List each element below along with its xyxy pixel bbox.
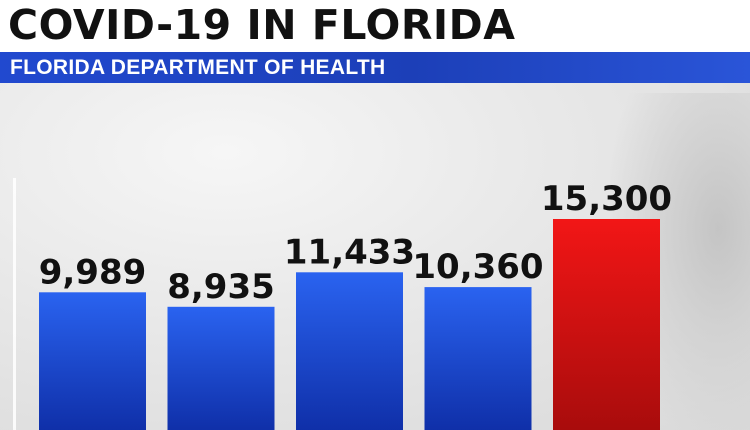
bar-value-label-5: 15,300: [541, 179, 672, 219]
bars-group: [39, 219, 660, 430]
chart-title: COVID-19 IN FLORIDA: [8, 1, 516, 49]
bar-value-label-4: 10,360: [412, 247, 543, 287]
title-bar: COVID-19 IN FLORIDA: [0, 0, 750, 52]
bar-5: [553, 219, 660, 430]
bar-3: [296, 272, 403, 430]
bar-value-label-1: 9,989: [39, 252, 147, 292]
y-axis-line: [13, 178, 16, 430]
subtitle-bar: FLORIDA DEPARTMENT OF HEALTH: [0, 52, 750, 83]
bar-value-label-3: 11,433: [284, 232, 415, 272]
bar-4: [424, 287, 532, 430]
chart-subtitle: FLORIDA DEPARTMENT OF HEALTH: [10, 56, 386, 79]
bar-2: [167, 306, 275, 430]
chart-area: 9,989 8,935 11,433 10,360 15,300: [0, 83, 750, 430]
bar-value-label-2: 8,935: [167, 267, 275, 307]
bar-1: [39, 292, 146, 430]
